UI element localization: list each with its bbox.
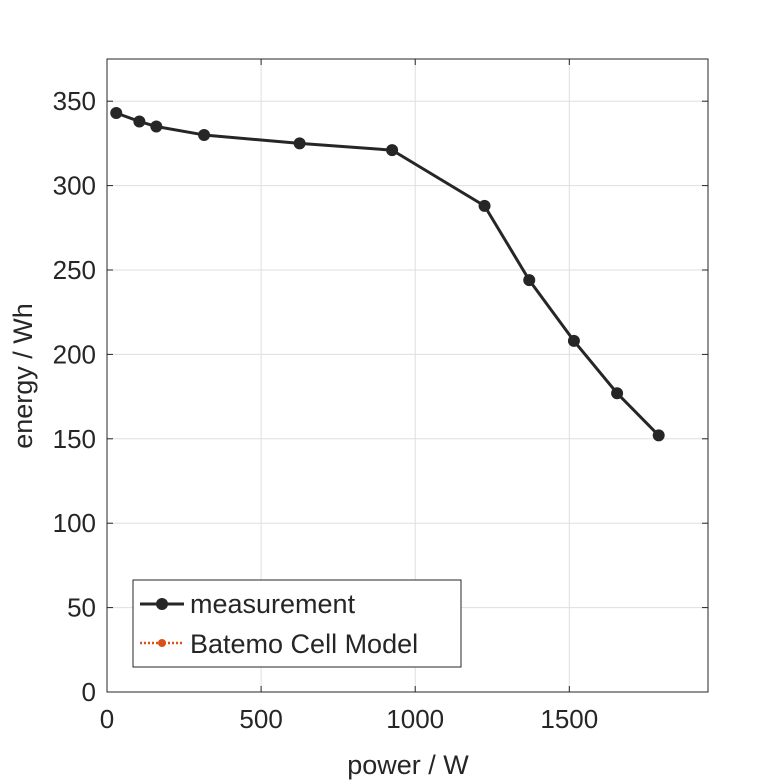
data-point (611, 387, 624, 400)
data-point (652, 429, 665, 442)
legend-swatch-batemo-marker (158, 639, 166, 647)
legend-label-batemo: Batemo Cell Model (190, 629, 418, 659)
x-axis-label: power / W (347, 750, 469, 780)
data-point (567, 334, 580, 347)
x-tick-label: 1000 (386, 704, 444, 734)
y-tick-label: 200 (53, 339, 96, 369)
series-layer (110, 107, 665, 442)
data-point (523, 274, 536, 287)
y-tick-label: 100 (53, 508, 96, 538)
legend: measurement Batemo Cell Model (132, 579, 462, 668)
legend-label-measurement: measurement (190, 589, 356, 619)
data-point (133, 115, 146, 128)
y-tick-label: 250 (53, 255, 96, 285)
legend-box (132, 579, 462, 668)
y-tick-label: 350 (53, 86, 96, 116)
x-tick-label: 1500 (540, 704, 598, 734)
y-tick-labels: 0 50 100 150 200 250 300 350 (53, 86, 96, 707)
y-axis-label: energy / Wh (8, 303, 38, 449)
data-point (150, 120, 163, 133)
data-point (293, 137, 306, 150)
x-tick-label: 500 (239, 704, 282, 734)
y-tick-label: 300 (53, 171, 96, 201)
y-tick-label: 150 (53, 424, 96, 454)
data-point (110, 107, 123, 120)
x-tick-label: 0 (100, 704, 114, 734)
y-tick-label: 0 (82, 677, 96, 707)
data-point (386, 144, 399, 157)
data-point (478, 199, 491, 212)
plot-frame (106, 58, 709, 693)
y-tick-label: 50 (67, 593, 96, 623)
x-tick-labels: 0 500 1000 1500 (100, 704, 598, 734)
legend-swatch-measurement-marker (156, 598, 168, 610)
data-point (198, 128, 211, 141)
